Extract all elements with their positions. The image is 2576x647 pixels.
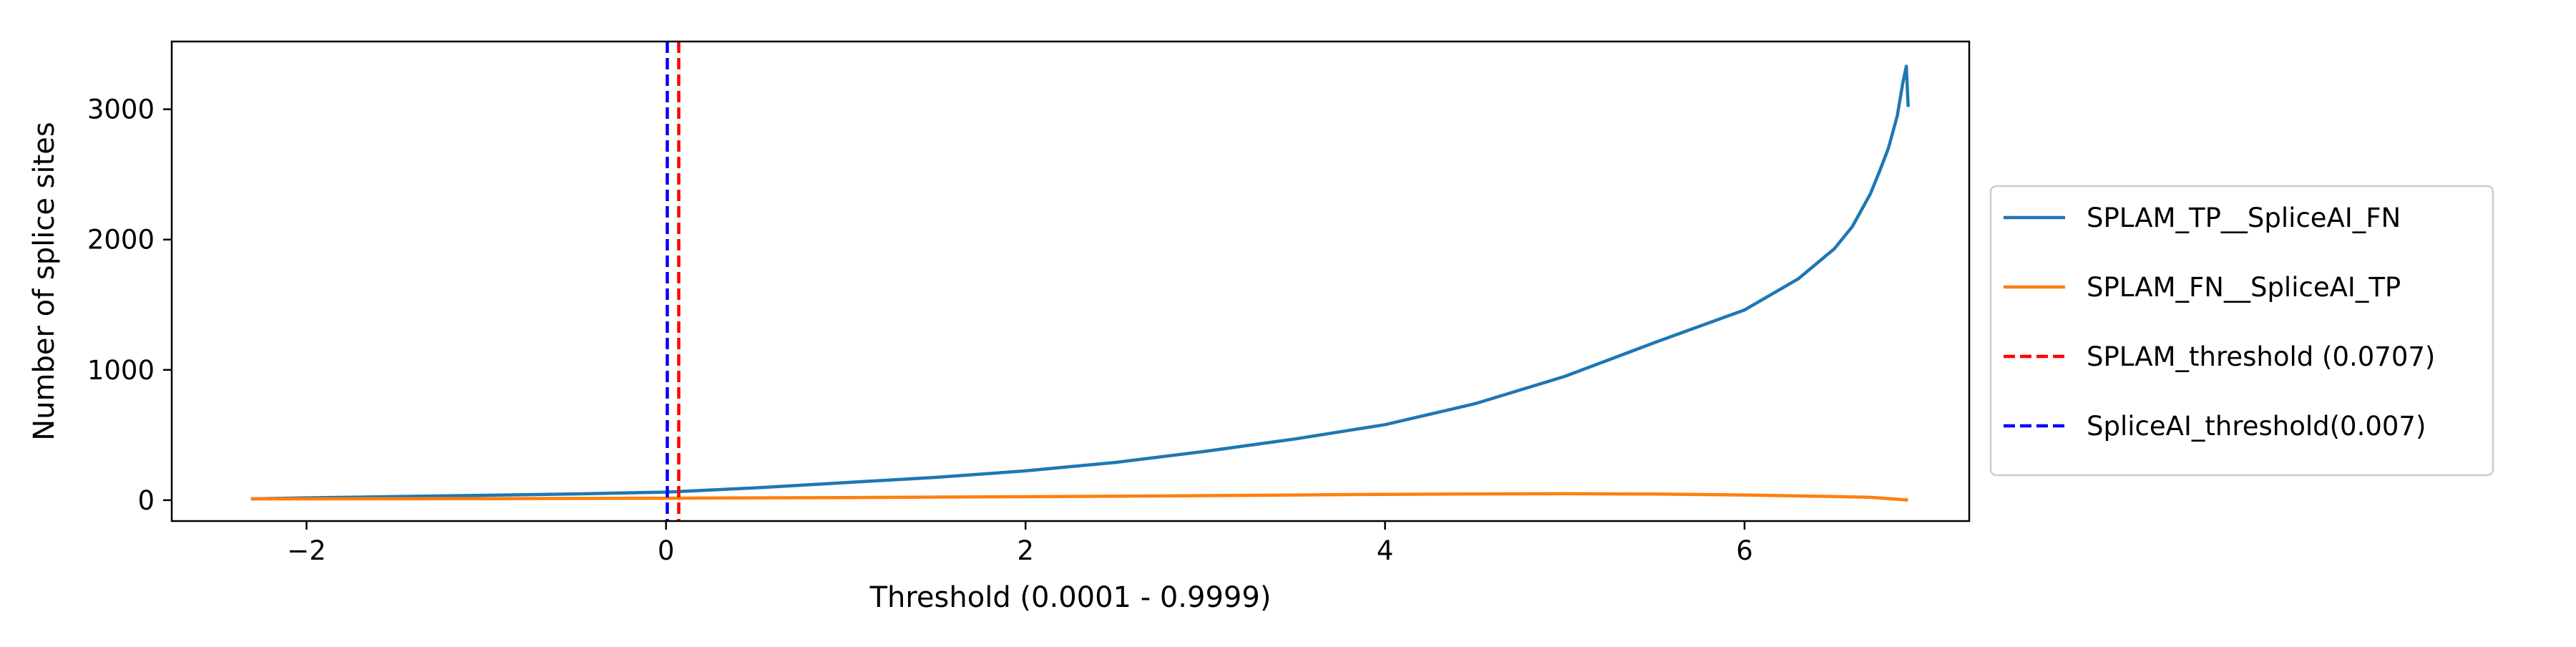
x-tick-label: −2 xyxy=(287,535,326,566)
legend-label: SPLAM_TP__SpliceAI_FN xyxy=(2087,203,2401,233)
x-tick-label: 0 xyxy=(658,535,675,566)
x-tick-label: 4 xyxy=(1377,535,1394,566)
x-tick-label: 2 xyxy=(1017,535,1034,566)
series-line-1 xyxy=(250,64,1910,501)
legend: SPLAM_TP__SpliceAI_FN SPLAM_FN__SpliceAI_… xyxy=(1989,185,2494,477)
y-axis-label: Number of splice sites xyxy=(28,122,61,441)
axes: −2 0 2 4 6 0 1000 2000 3000 xyxy=(87,40,1971,566)
y-tick-label: 2000 xyxy=(87,225,155,256)
y-tick-label: 0 xyxy=(137,485,155,516)
legend-label: SpliceAI_threshold(0.007) xyxy=(2087,411,2426,442)
y-tick-label: 1000 xyxy=(87,355,155,386)
axes-frame xyxy=(170,40,1971,522)
series-line-2 xyxy=(250,492,1908,502)
plot-area xyxy=(250,42,1910,521)
x-tick-label: 6 xyxy=(1736,535,1753,566)
legend-box xyxy=(1989,185,2494,477)
y-tick-label: 3000 xyxy=(87,94,155,125)
legend-label: SPLAM_threshold (0.0707) xyxy=(2087,341,2435,372)
x-axis-label: Threshold (0.0001 - 0.9999) xyxy=(869,581,1272,614)
legend-label: SPLAM_FN__SpliceAI_TP xyxy=(2087,272,2401,303)
